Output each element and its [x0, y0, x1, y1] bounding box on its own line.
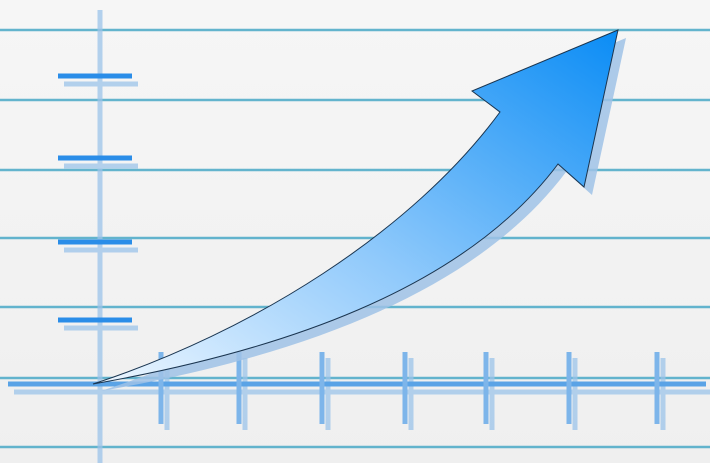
trend-up-arrow-icon — [92, 29, 619, 385]
axes-shadow — [14, 10, 710, 463]
y-axis-ticks — [58, 73, 132, 323]
